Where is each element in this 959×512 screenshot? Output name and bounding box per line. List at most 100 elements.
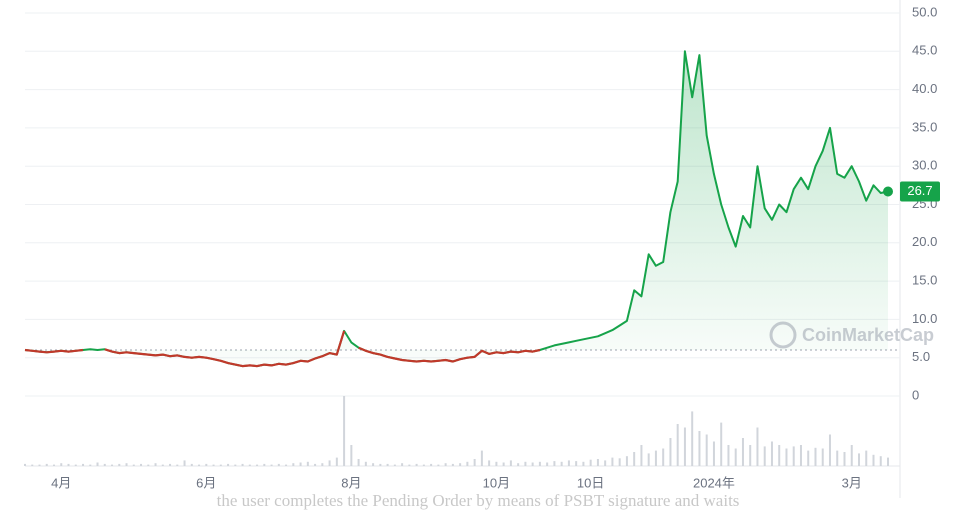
volume-bar (183, 460, 186, 466)
volume-bar (169, 463, 172, 466)
volume-bar (321, 463, 324, 466)
watermark-text: CoinMarketCap (802, 325, 934, 345)
volume-bar (292, 463, 295, 466)
volume-bar (161, 464, 164, 466)
volume-bar (263, 463, 266, 466)
volume-bar (596, 459, 599, 466)
volume-bar (567, 460, 570, 466)
volume-bar (227, 463, 230, 466)
watermark: CoinMarketCap (769, 321, 934, 349)
volume-bar (589, 459, 592, 466)
volume-bar (364, 461, 367, 466)
x-tick-label: 10月 (483, 475, 510, 490)
volume-bar (53, 464, 56, 466)
volume-bar (778, 445, 781, 466)
volume-bar (538, 461, 541, 466)
volume-bar (531, 462, 534, 466)
volume-bar (451, 463, 454, 466)
volume-bar (611, 457, 614, 466)
volume-bar (212, 464, 215, 466)
volume-bar (821, 448, 824, 466)
volume-bar (770, 441, 773, 466)
volume-bar (669, 438, 672, 466)
last-value-label: 26.7 (907, 183, 932, 198)
volume-bar (140, 463, 143, 466)
volume-bar (524, 461, 527, 466)
volume-bar (691, 411, 694, 466)
volume-bar (872, 454, 875, 466)
x-tick-label: 10日 (577, 475, 604, 490)
volume-bar (807, 450, 810, 466)
volume-bar (792, 446, 795, 466)
volume-bar (857, 453, 860, 466)
volume-bar (241, 463, 244, 466)
volume-bar (836, 450, 839, 466)
volume-bar (393, 464, 396, 466)
volume-bar (625, 456, 628, 466)
volume-bar (887, 457, 889, 466)
volume-bar (328, 460, 331, 466)
volume-bar (488, 460, 491, 466)
volume-bar (45, 463, 48, 466)
watermark-logo (769, 321, 797, 349)
y-tick-label: 0 (912, 387, 919, 402)
volume-bar (437, 464, 440, 466)
last-value-box (900, 181, 940, 202)
volume-bar (147, 464, 150, 466)
volume-bar (430, 463, 433, 466)
volume-bar (190, 463, 193, 466)
volume-bar (205, 463, 208, 466)
volume-bar (502, 462, 505, 466)
volume-bar (248, 464, 251, 466)
volume-bar (82, 463, 85, 466)
volume-bar (683, 427, 686, 466)
volume-bar (495, 461, 498, 466)
volume-bar (799, 445, 802, 466)
volume-bar (132, 464, 135, 466)
volume-bar (749, 445, 752, 466)
volume-bar (60, 463, 63, 466)
volume-bar (756, 427, 759, 466)
volume-bar (763, 446, 766, 466)
volume-bar (698, 431, 701, 466)
volume-bar (676, 424, 679, 466)
volume-bar (705, 434, 708, 466)
y-tick-label: 50.0 (912, 4, 937, 19)
volume-bar (24, 463, 26, 466)
volume-bar (879, 456, 882, 466)
price-line-down (24, 348, 84, 354)
volume-bar (350, 445, 353, 466)
volume-bar (662, 448, 665, 466)
volume-bar (415, 463, 418, 466)
volume-bar (843, 452, 846, 466)
volume-bar (408, 464, 411, 466)
volume-bar (67, 463, 70, 466)
volume-bar (219, 464, 222, 466)
x-tick-label: 8月 (341, 475, 361, 490)
volume-bar (379, 463, 382, 466)
volume-bar (277, 463, 280, 466)
volume-bar (814, 447, 817, 466)
price-line-down (358, 346, 541, 363)
volume-bar (314, 463, 317, 466)
volume-bar (647, 453, 650, 466)
volume-bar (850, 445, 853, 466)
volume-bar (734, 448, 737, 466)
volume-bar (727, 445, 730, 466)
y-tick-label: 5.0 (912, 349, 930, 364)
y-tick-label: 20.0 (912, 234, 937, 249)
x-tick-label: 6月 (196, 475, 216, 490)
y-tick-label: 40.0 (912, 81, 937, 96)
volume-bar (401, 463, 404, 466)
volume-bar (466, 461, 469, 466)
y-tick-label: 10.0 (912, 311, 937, 326)
volume-bar (234, 464, 237, 466)
x-tick-label: 4月 (51, 475, 71, 490)
last-point (883, 186, 893, 197)
volume-bar (38, 464, 41, 466)
volume-bar (480, 450, 483, 466)
volume-bar (509, 460, 512, 466)
volume-bar (741, 438, 744, 466)
volume-bar (306, 461, 309, 466)
